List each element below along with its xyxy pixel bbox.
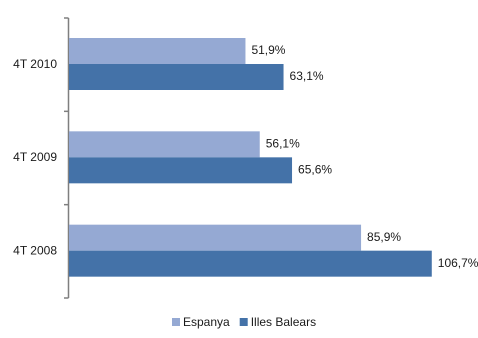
bars	[69, 38, 432, 277]
tick-label-4t-2009: 4T 2009	[13, 150, 57, 164]
legend: Espanya Illes Balears	[172, 315, 316, 329]
data-label-espanya-4t-2008: 85,9%	[367, 230, 401, 244]
data-label-illes-balears-4t-2009: 65,6%	[298, 163, 332, 177]
data-label-illes-balears-4t-2008: 106,7%	[438, 256, 478, 270]
bar-espanya-4t-2010	[69, 38, 246, 64]
legend-label-illes-balears: Illes Balears	[251, 315, 316, 329]
data-label-espanya-4t-2009: 56,1%	[266, 137, 300, 151]
category-axis	[64, 17, 70, 299]
tick-label-4t-2010: 4T 2010	[13, 57, 57, 71]
tick-label-4t-2008: 4T 2008	[13, 244, 57, 258]
bar-illes-balears-4t-2010	[69, 64, 284, 90]
bar-illes-balears-4t-2009	[69, 157, 293, 184]
data-label-espanya-4t-2010: 51,9%	[251, 43, 285, 57]
legend-label-espanya: Espanya	[183, 315, 230, 329]
legend-swatch-espanya	[172, 318, 180, 326]
data-label-illes-balears-4t-2010: 63,1%	[290, 69, 324, 83]
legend-swatch-illes-balears	[239, 318, 248, 326]
bar-espanya-4t-2008	[69, 224, 362, 251]
bar-espanya-4t-2009	[69, 131, 260, 158]
bar-illes-balears-4t-2008	[69, 250, 432, 277]
category-tick-labels: 4T 2010 4T 2009 4T 2008	[13, 57, 57, 258]
data-labels: 51,9% 63,1% 56,1% 65,6% 85,9% 106,7%	[251, 43, 478, 270]
